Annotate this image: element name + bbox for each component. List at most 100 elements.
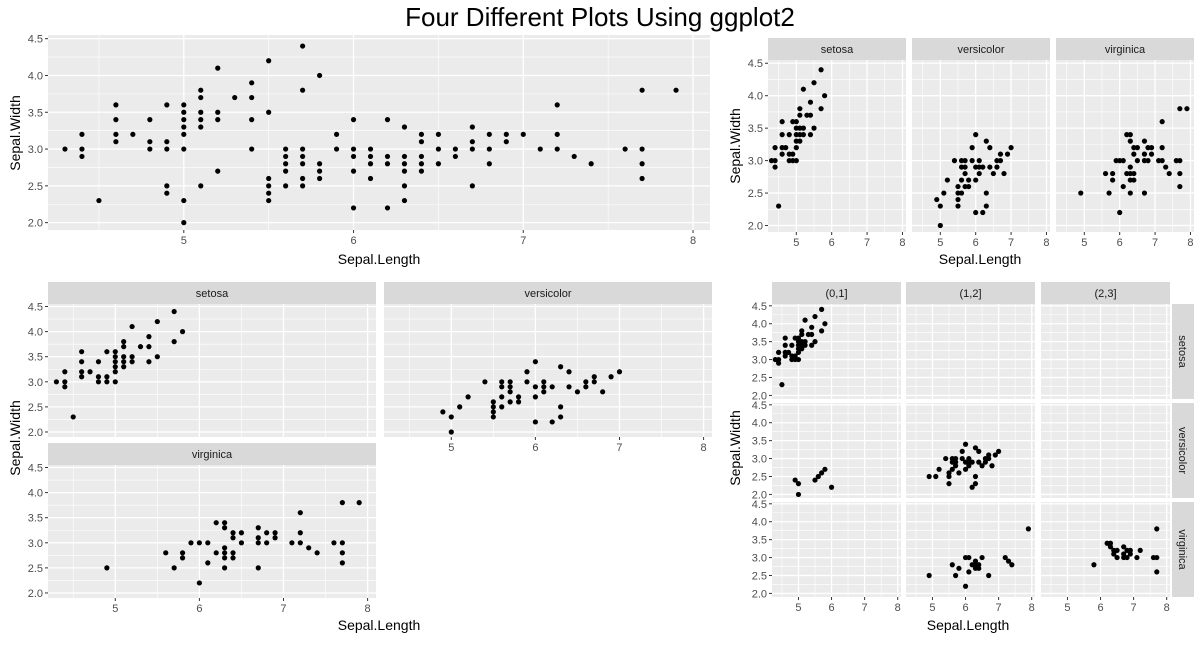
data-point [946,473,952,480]
data-point [1114,547,1120,553]
data-point [232,94,238,101]
data-point [515,399,522,405]
data-point [401,161,408,167]
data-point [799,331,805,338]
data-point [205,540,211,546]
facet-row-strip [1172,403,1194,498]
data-point [949,562,955,568]
x-axis-title: Sepal.Length [338,251,421,267]
data-point [541,389,547,395]
data-point [966,554,972,561]
x-tick-label: 5 [929,602,935,614]
data-point [782,335,788,341]
data-point [283,146,289,152]
data-point [987,164,993,170]
data-point [1134,145,1140,151]
x-tick-label: 5 [1064,602,1070,614]
y-tick-label: 3.5 [28,513,43,525]
data-point [1141,138,1148,144]
data-point [230,535,236,541]
data-point [316,168,323,174]
data-point [1166,170,1172,177]
x-tick-label: 7 [616,442,622,454]
figure-title: Four Different Plots Using ggplot2 [405,2,795,32]
facet-row-strip-label: setosa [1176,335,1188,368]
y-tick-label: 2.5 [752,570,767,582]
data-point [79,359,85,365]
data-point [1148,151,1155,157]
data-point [1107,544,1114,550]
data-point [937,203,943,209]
data-point [164,139,170,145]
y-tick-label: 2.0 [752,390,767,402]
x-tick-label: 8 [1029,602,1035,614]
data-point [983,190,989,196]
data-point [966,463,972,469]
data-point [96,197,102,204]
data-point [486,146,492,152]
data-point [146,334,152,340]
data-point [983,138,989,144]
data-point [972,481,979,487]
data-point [147,146,153,152]
data-point [1004,151,1011,157]
data-point [198,109,204,115]
data-point [249,117,255,123]
data-point [785,349,792,355]
data-point [1177,183,1183,190]
data-point [452,146,458,152]
panel-background-plot-4-r1c0 [772,403,901,498]
x-tick-label: 6 [350,235,356,247]
data-point [1127,164,1133,170]
data-point [314,550,320,556]
data-point [129,359,135,365]
data-point [130,131,136,137]
data-point [537,146,543,152]
x-tick-label: 7 [996,602,1002,614]
data-point [62,384,68,390]
facet-row-strip-label: virginica [1176,529,1188,570]
data-point [121,339,127,345]
data-point [933,473,939,480]
data-point [583,384,589,390]
y-tick-label: 4.0 [752,319,767,331]
plot-2-facet-columns: setosa 5 6 7 8 2.0 2.5 3.0 3.5 4.0 4.5 versicolor 5 6… [727,38,1194,267]
y-tick-label: 4.0 [28,488,43,500]
facet-strip [48,443,376,465]
data-point [937,222,943,229]
y-tick-label: 3.5 [752,337,767,349]
data-point [809,324,815,330]
data-point [800,125,806,131]
data-point [181,197,187,204]
data-point [532,394,538,400]
data-point [264,540,270,546]
data-point [591,374,597,380]
data-point [1184,106,1190,112]
data-point [79,153,85,160]
data-point [943,455,949,462]
data-point [435,161,442,167]
data-point [112,354,118,360]
y-tick-label: 2.0 [752,588,767,600]
x-tick-label: 7 [864,237,870,249]
y-tick-label: 2.5 [752,471,767,483]
y-tick-label: 4.0 [28,70,43,82]
data-point [266,197,272,204]
data-point [979,554,985,561]
data-point [789,342,795,348]
x-tick-label: 7 [1008,237,1014,249]
data-point [828,484,835,490]
data-point [440,409,446,415]
data-point [976,158,982,164]
data-point [367,175,374,182]
data-point [283,183,289,189]
data-point [469,146,475,152]
data-point [222,545,228,551]
data-point [179,555,186,561]
data-point [499,379,505,385]
data-point [819,328,825,334]
data-point [418,161,425,167]
data-point [524,379,530,385]
data-point [1127,138,1133,144]
data-point [164,146,170,152]
